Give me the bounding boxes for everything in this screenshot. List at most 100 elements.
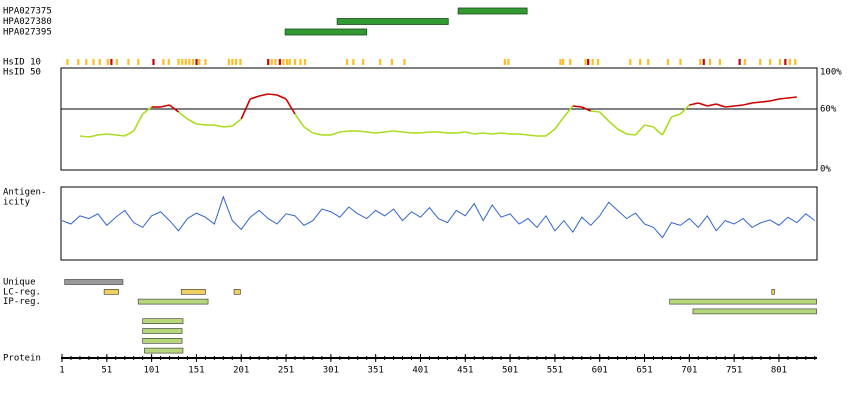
feature-label: IP-reg. bbox=[3, 297, 41, 307]
hsid-segment bbox=[375, 131, 385, 134]
hsid10-mark bbox=[788, 59, 791, 65]
hsid-segment bbox=[187, 118, 197, 125]
hsid-segment bbox=[599, 111, 610, 122]
hsid10-mark bbox=[267, 59, 270, 65]
hsid10-mark bbox=[345, 59, 349, 65]
feature-bar bbox=[137, 298, 209, 305]
hsid-segment bbox=[268, 93, 278, 96]
hsid-segment bbox=[563, 105, 574, 118]
hsid10-mark bbox=[743, 59, 747, 65]
hsid-segment bbox=[294, 113, 305, 128]
feature-bar bbox=[103, 288, 119, 295]
feature-bar bbox=[142, 318, 184, 325]
hsid-segment bbox=[527, 134, 538, 137]
x-tick-label: 151 bbox=[188, 366, 204, 376]
hsid10-mark bbox=[278, 59, 281, 65]
hsid10-mark bbox=[639, 59, 642, 65]
hsid10-mark bbox=[596, 59, 600, 65]
x-tick-label: 601 bbox=[592, 366, 608, 376]
hsid-segment bbox=[402, 131, 412, 134]
hsid10-mark bbox=[294, 59, 297, 65]
hsid-segment bbox=[330, 131, 341, 136]
hsid-segment bbox=[501, 132, 511, 135]
hsid10-mark bbox=[738, 59, 741, 65]
hsid10-mark bbox=[181, 59, 184, 65]
feature-label: Unique bbox=[3, 278, 36, 288]
feature-bar bbox=[771, 288, 775, 295]
x-tick-label: 201 bbox=[233, 366, 249, 376]
hsid10-mark bbox=[718, 59, 722, 65]
x-tick-label: 501 bbox=[502, 366, 518, 376]
x-tick-label: 301 bbox=[323, 366, 339, 376]
x-tick-label: 251 bbox=[278, 366, 294, 376]
antibody-bar bbox=[284, 28, 368, 36]
hsid-segment bbox=[572, 105, 582, 108]
hsid-segment bbox=[661, 116, 673, 136]
hsid-segment bbox=[671, 113, 681, 118]
hsid-segment bbox=[617, 128, 627, 135]
hsid-segment bbox=[438, 131, 448, 134]
antibody-label: HPA027395 bbox=[3, 28, 52, 38]
hsid-segment bbox=[249, 95, 260, 100]
hsid10-mark bbox=[198, 59, 201, 65]
hsid10-mark bbox=[390, 59, 394, 65]
hsid10-mark bbox=[270, 59, 273, 65]
hsid10-mark bbox=[561, 59, 565, 65]
antibody-bar bbox=[457, 7, 528, 15]
axis-label: Protein bbox=[3, 354, 41, 364]
hsid10-mark bbox=[591, 59, 594, 65]
hsid-segment bbox=[715, 103, 726, 108]
hsid10-mark bbox=[794, 59, 797, 65]
hsid-box bbox=[60, 67, 818, 171]
hsid-segment bbox=[590, 110, 600, 113]
hsid10-mark bbox=[184, 59, 187, 65]
hsid-segment bbox=[160, 104, 170, 108]
hsid10-mark bbox=[629, 59, 632, 65]
hsid-segment bbox=[608, 120, 619, 130]
antibody-label: HPA027380 bbox=[3, 17, 52, 27]
hsid10-mark bbox=[403, 59, 406, 65]
hsid10-mark bbox=[167, 59, 170, 65]
feature-bar bbox=[142, 337, 183, 344]
x-tick-label: 751 bbox=[726, 366, 742, 376]
hsid10-mark bbox=[188, 59, 191, 65]
hsid-segment bbox=[366, 131, 376, 134]
hsid-segment bbox=[339, 130, 349, 133]
hsid10-mark bbox=[77, 59, 80, 65]
hsid10-mark bbox=[352, 59, 355, 65]
hsid-segment bbox=[634, 124, 646, 136]
hsid10-mark bbox=[288, 59, 291, 65]
hsid10-mark bbox=[708, 59, 712, 65]
hsid10-mark bbox=[92, 59, 95, 65]
x-tick-label: 551 bbox=[547, 366, 563, 376]
hsid-segment bbox=[420, 131, 430, 134]
hsid10-mark bbox=[234, 59, 238, 65]
hsid10-mark bbox=[282, 59, 285, 65]
feature-bar bbox=[180, 288, 206, 295]
hsid-segment bbox=[626, 133, 636, 136]
hsid-segment bbox=[115, 134, 125, 137]
hsid-segment bbox=[707, 103, 717, 107]
hsid10-mark bbox=[285, 59, 289, 65]
hsid10-mark bbox=[127, 59, 130, 65]
hsid-segment bbox=[214, 124, 224, 128]
antibody-label: HPA027375 bbox=[3, 7, 52, 17]
hsid-segment bbox=[169, 104, 179, 113]
y-tick-label: 0% bbox=[820, 165, 831, 175]
hsid-segment bbox=[106, 133, 116, 136]
hsid10-mark bbox=[647, 59, 650, 65]
hsid10-mark bbox=[85, 59, 88, 65]
hsid10-mark bbox=[507, 59, 510, 65]
x-tick-label: 51 bbox=[101, 366, 112, 376]
x-tick-label: 801 bbox=[771, 366, 787, 376]
hsid10-mark bbox=[699, 59, 702, 65]
hsid10-mark bbox=[66, 59, 69, 65]
hsid10-mark bbox=[227, 59, 230, 65]
hsid-segment bbox=[483, 132, 493, 135]
x-tick-label: 451 bbox=[457, 366, 473, 376]
y-tick-label: 100% bbox=[820, 68, 842, 78]
x-tick-label: 651 bbox=[636, 366, 652, 376]
hsid-segment bbox=[679, 104, 690, 115]
hsid-segment bbox=[492, 132, 502, 135]
hsid-segment bbox=[223, 125, 233, 128]
